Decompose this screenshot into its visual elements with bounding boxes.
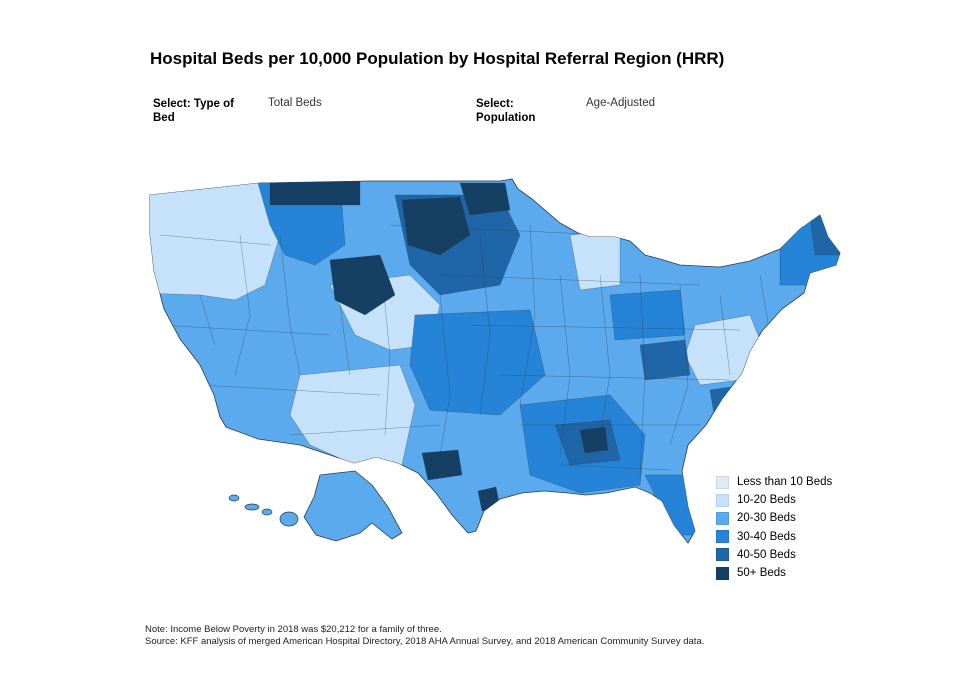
legend-item[interactable]: Less than 10 Beds <box>716 473 832 491</box>
region-carolina-dark[interactable] <box>709 384 746 421</box>
population-filter-label: Select: Population <box>476 98 536 124</box>
legend-label: 20-30 Beds <box>737 512 796 525</box>
legend-label: 40-50 Beds <box>737 548 796 561</box>
legend-label: 30-40 Beds <box>737 530 796 543</box>
map-svg <box>149 178 841 544</box>
region-west-texas-dark[interactable] <box>421 449 463 481</box>
region-florida[interactable] <box>644 474 697 536</box>
region-appalachia[interactable] <box>639 339 691 381</box>
legend-label: 10-20 Beds <box>737 494 796 507</box>
legend-swatch-10-20 <box>716 493 729 507</box>
region-north-top-dark[interactable] <box>269 179 361 206</box>
region-dakotas-dark[interactable] <box>401 196 471 256</box>
region-alabama-dark[interactable] <box>579 426 609 454</box>
region-montana-dark[interactable] <box>329 254 396 316</box>
region-central-plains[interactable] <box>409 309 546 416</box>
note-text: Note: Income Below Poverty in 2018 was $… <box>145 624 442 635</box>
bed-type-filter-label: Select: Type of Bed <box>153 98 234 124</box>
region-alaska[interactable] <box>303 470 403 542</box>
legend-item[interactable]: 40-50 Beds <box>716 546 832 564</box>
us-hrr-map <box>140 175 860 585</box>
region-maine-dark[interactable] <box>809 214 840 256</box>
region-southwest[interactable] <box>289 364 416 466</box>
region-ohio-valley[interactable] <box>609 289 686 341</box>
legend-item[interactable]: 10-20 Beds <box>716 491 832 509</box>
legend-label: 50+ Beds <box>737 567 786 580</box>
population-filter-value[interactable]: Age-Adjusted <box>586 97 656 109</box>
legend-item[interactable]: 30-40 Beds <box>716 528 832 546</box>
legend-swatch-50-plus <box>716 566 729 580</box>
region-mn-dark[interactable] <box>459 182 511 216</box>
source-text: Source: KFF analysis of merged American … <box>145 636 705 647</box>
legend-swatch-20-30 <box>716 511 729 525</box>
legend-item[interactable]: 20-30 Beds <box>716 509 832 527</box>
footnotes: Note: Income Below Poverty in 2018 was $… <box>145 624 704 648</box>
legend-swatch-30-40 <box>716 530 729 544</box>
legend-label: Less than 10 Beds <box>737 476 833 489</box>
region-hawaii[interactable] <box>228 494 299 527</box>
region-mid-atlantic[interactable] <box>684 314 763 386</box>
page-title: Hospital Beds per 10,000 Population by H… <box>150 49 725 68</box>
legend-item[interactable]: 50+ Beds <box>716 564 832 582</box>
legend-swatch-less-than-10 <box>716 475 729 489</box>
legend-swatch-40-50 <box>716 548 729 562</box>
map-legend: Less than 10 Beds 10-20 Beds 20-30 Beds … <box>716 473 832 582</box>
bed-type-filter-value[interactable]: Total Beds <box>268 97 322 109</box>
